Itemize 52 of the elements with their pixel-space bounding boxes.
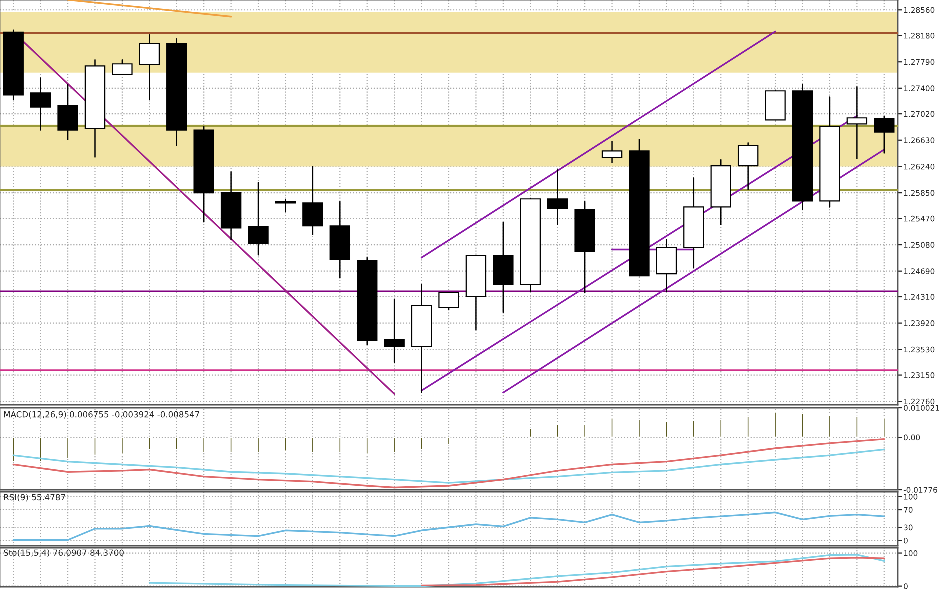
bar — [202, 436, 206, 454]
candlestick — [248, 182, 269, 256]
candlestick — [30, 78, 52, 131]
candlestick — [846, 86, 868, 160]
candlestick — [602, 141, 623, 164]
bar — [392, 436, 396, 454]
candlestick — [438, 292, 460, 310]
bar — [338, 436, 342, 454]
bar — [746, 416, 750, 438]
chart-title: RSI(9) 55.4787 — [4, 494, 66, 502]
bar — [855, 416, 859, 438]
bar — [610, 417, 614, 438]
line-series — [12, 512, 886, 542]
line-series — [12, 448, 886, 484]
candlestick — [547, 169, 568, 226]
bar — [12, 436, 16, 462]
bar — [447, 436, 451, 446]
bar — [583, 424, 587, 438]
bar — [175, 436, 179, 450]
bar — [230, 436, 234, 454]
line-series — [12, 438, 886, 489]
bar — [692, 420, 696, 438]
bar — [311, 436, 315, 454]
candlestick — [874, 116, 895, 154]
line-series — [148, 554, 886, 587]
bar — [284, 436, 288, 452]
bar — [556, 424, 560, 438]
candlestick — [139, 34, 160, 101]
chart-title: Sto(15,5,4) 76.0907 84.3700 — [4, 550, 124, 557]
candlestick — [738, 142, 759, 190]
line-series — [420, 557, 886, 587]
bar — [420, 436, 424, 450]
bar — [256, 436, 260, 454]
bar — [774, 412, 778, 438]
candlestick — [384, 299, 405, 364]
bar — [828, 415, 832, 438]
bar — [638, 418, 642, 438]
candlestick — [302, 166, 324, 236]
bar — [366, 436, 370, 456]
bar — [882, 417, 886, 438]
bar — [66, 436, 70, 460]
bar — [528, 428, 532, 438]
bar — [120, 436, 124, 456]
bar — [39, 436, 43, 462]
bar — [719, 418, 723, 438]
bar — [800, 412, 805, 438]
bar — [502, 434, 506, 438]
chart-title: MACD(12,26,9) 0.006755 -0.003924 -0.008547 — [4, 411, 200, 419]
bar — [148, 436, 152, 450]
bar — [664, 420, 668, 438]
candlestick — [112, 59, 133, 76]
bar — [93, 436, 98, 456]
